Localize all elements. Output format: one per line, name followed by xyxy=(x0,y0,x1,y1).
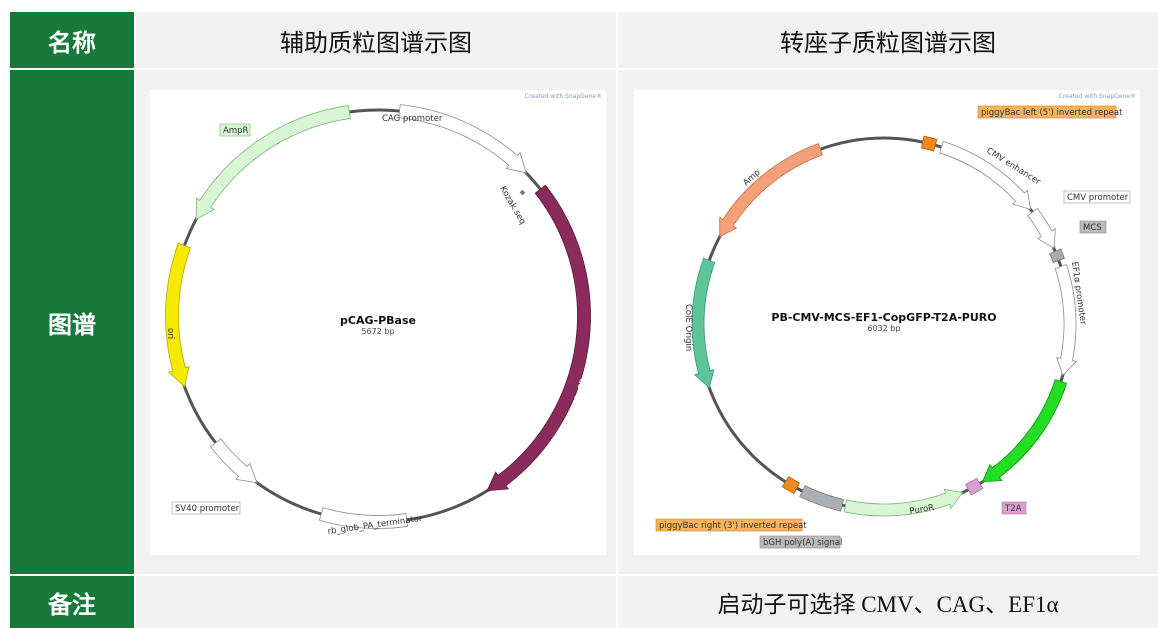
helper-size: 5672 bp xyxy=(361,327,394,336)
header-helper-label: 辅助质粒图谱示图 xyxy=(280,28,472,57)
transposon-plasmid-map: Created with SnapGene® piggyBac left (5'… xyxy=(655,93,1136,549)
cmv-pro-box xyxy=(1063,190,1131,204)
label-cole1: ColE Origin xyxy=(683,304,693,351)
transposon-labels: piggyBac left (5') inverted repeat CMV e… xyxy=(655,105,1131,549)
helper-plasmid-panel: Created with SnapGene® CAG promoter Koza… xyxy=(150,90,606,555)
helper-arrow-cag xyxy=(398,104,527,174)
helper-label-ampr: AmpR xyxy=(223,126,248,136)
helper-features xyxy=(165,104,591,529)
helper-plasmid-map: Created with SnapGene® CAG promoter Koza… xyxy=(165,93,602,537)
helper-arrow-hypbase xyxy=(486,184,591,492)
pbl-box xyxy=(977,105,1117,119)
transposon-title: PB-CMV-MCS-EF1-CopGFP-T2A-PURO xyxy=(771,311,996,324)
helper-label-ori: ori xyxy=(165,328,175,339)
arrow-mcs xyxy=(1049,248,1065,263)
helper-arrow-kozak xyxy=(519,189,526,196)
note-text: 启动子可选择 CMV、CAG、EF1α xyxy=(717,592,1059,617)
label-t2a: T2A xyxy=(1004,504,1022,514)
transposon-note-cell: 启动子可选择 CMV、CAG、EF1α xyxy=(618,576,1158,628)
helper-label-cag: CAG promoter xyxy=(382,114,443,124)
arrow-cmv-enh xyxy=(939,140,1032,211)
label-cmv-pro: CMV promoter xyxy=(1067,193,1129,203)
header-transposon-label: 转座子质粒图谱示图 xyxy=(780,28,996,57)
helper-title: pCAG-PBase xyxy=(340,314,416,327)
helper-arrow-ampr xyxy=(195,105,351,220)
row-note-label: 备注 xyxy=(48,590,96,619)
helper-ampr-box xyxy=(219,123,251,137)
bgh-box xyxy=(759,535,841,549)
arrow-pbl xyxy=(920,135,938,152)
header-transposon-cell: 转座子质粒图谱示图 xyxy=(618,12,1158,68)
header-name-cell: 名称 xyxy=(10,12,134,68)
transposon-size: 6032 bp xyxy=(867,324,900,333)
pbr-box xyxy=(655,518,803,532)
label-puror: PuroR xyxy=(909,503,935,517)
helper-label-sv40: SV40 promoter xyxy=(175,504,240,514)
helper-arrow-ori xyxy=(165,242,192,388)
header-name-label: 名称 xyxy=(48,28,96,57)
helper-arrow-sv40 xyxy=(209,438,258,484)
arrow-puror xyxy=(843,488,964,517)
label-bgh: bGH poly(A) signal xyxy=(763,538,842,548)
helper-credit: Created with SnapGene® xyxy=(525,93,602,100)
helper-sv40-box xyxy=(171,501,241,515)
row-note-cell: 备注 xyxy=(10,576,134,628)
arrow-bgh xyxy=(799,485,844,512)
helper-arrow-rb xyxy=(318,507,409,529)
row-map-cell: 图谱 xyxy=(10,70,134,574)
t2a-box xyxy=(1001,501,1027,515)
transposon-plasmid-panel: Created with SnapGene® piggyBac left (5'… xyxy=(634,90,1140,555)
header-helper-cell: 辅助质粒图谱示图 xyxy=(136,12,616,68)
label-mcs: MCS xyxy=(1083,223,1102,233)
mcs-box xyxy=(1079,220,1107,234)
arrow-t2a xyxy=(965,477,984,496)
arrow-pbr xyxy=(781,476,801,495)
label-pbr: piggyBac right (3') inverted repeat xyxy=(659,521,807,531)
row-map-label: 图谱 xyxy=(48,310,96,339)
arrow-amp xyxy=(719,143,823,238)
arrow-cmv-pro xyxy=(1027,207,1056,250)
helper-note-cell xyxy=(136,576,616,628)
transposon-credit: Created with SnapGene® xyxy=(1059,93,1136,100)
label-pbl: piggyBac left (5') inverted repeat xyxy=(981,108,1123,118)
arrow-copgfp xyxy=(981,379,1068,483)
arrow-cole1 xyxy=(691,257,716,389)
transposon-features xyxy=(691,135,1078,517)
arrow-ef1a xyxy=(1054,264,1078,377)
